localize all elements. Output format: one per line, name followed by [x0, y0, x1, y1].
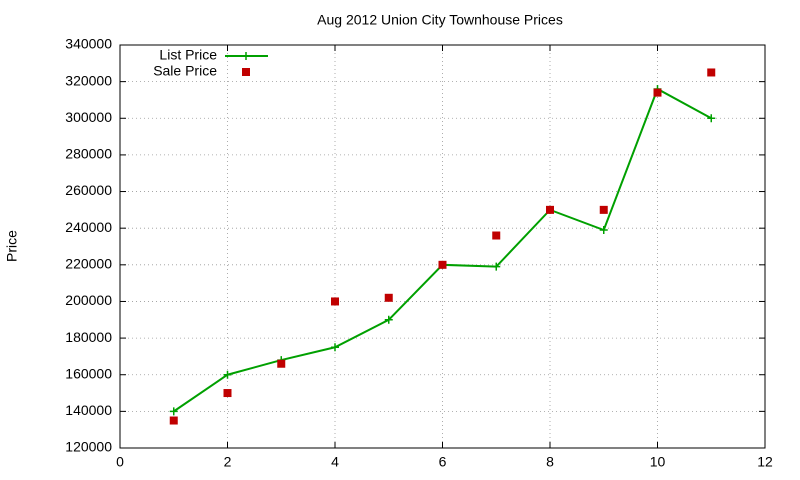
point: [223, 389, 232, 398]
y-tick-label: 160000: [65, 365, 112, 381]
y-tick-label: 220000: [65, 256, 112, 272]
point: [707, 68, 716, 77]
point: [277, 359, 286, 368]
plot-frame: [119, 44, 766, 449]
point: [653, 88, 662, 97]
point: [331, 297, 339, 306]
legend-swatch: [242, 52, 250, 60]
y-tick-label: 300000: [65, 109, 112, 125]
point: [223, 370, 232, 379]
y-tick-label: 240000: [65, 219, 112, 235]
x-tick-label: 10: [650, 454, 666, 470]
x-tick-label: 2: [224, 454, 232, 470]
y-tick-label: 180000: [65, 329, 112, 345]
point: [546, 205, 554, 214]
point: [599, 226, 608, 235]
y-axis-label: Price: [4, 230, 20, 262]
point: [599, 205, 608, 214]
y-tick-label: 120000: [65, 439, 112, 455]
point: [707, 114, 716, 123]
y-tick-label: 140000: [65, 402, 112, 418]
chart-title: Aug 2012 Union City Townhouse Prices: [317, 12, 563, 28]
point: [331, 343, 339, 352]
x-tick-label: 0: [116, 454, 124, 470]
y-tick-label: 280000: [65, 146, 112, 162]
legend-label: List Price: [159, 47, 217, 63]
y-tick-label: 200000: [65, 292, 112, 308]
point: [384, 315, 393, 324]
point: [492, 262, 501, 271]
x-tick-label: 6: [439, 454, 447, 470]
x-tick-label: 12: [757, 454, 773, 470]
x-tick-label: 8: [546, 454, 554, 470]
point: [492, 231, 501, 240]
point: [169, 416, 178, 425]
point: [169, 407, 178, 416]
y-tick-label: 320000: [65, 72, 112, 88]
y-tick-label: 340000: [65, 36, 112, 52]
y-tick-label: 260000: [65, 182, 112, 198]
x-tick-label: 4: [331, 454, 339, 470]
point: [384, 293, 393, 302]
legend-label: Sale Price: [153, 63, 217, 79]
legend-swatch: [242, 68, 250, 76]
point: [438, 260, 447, 269]
